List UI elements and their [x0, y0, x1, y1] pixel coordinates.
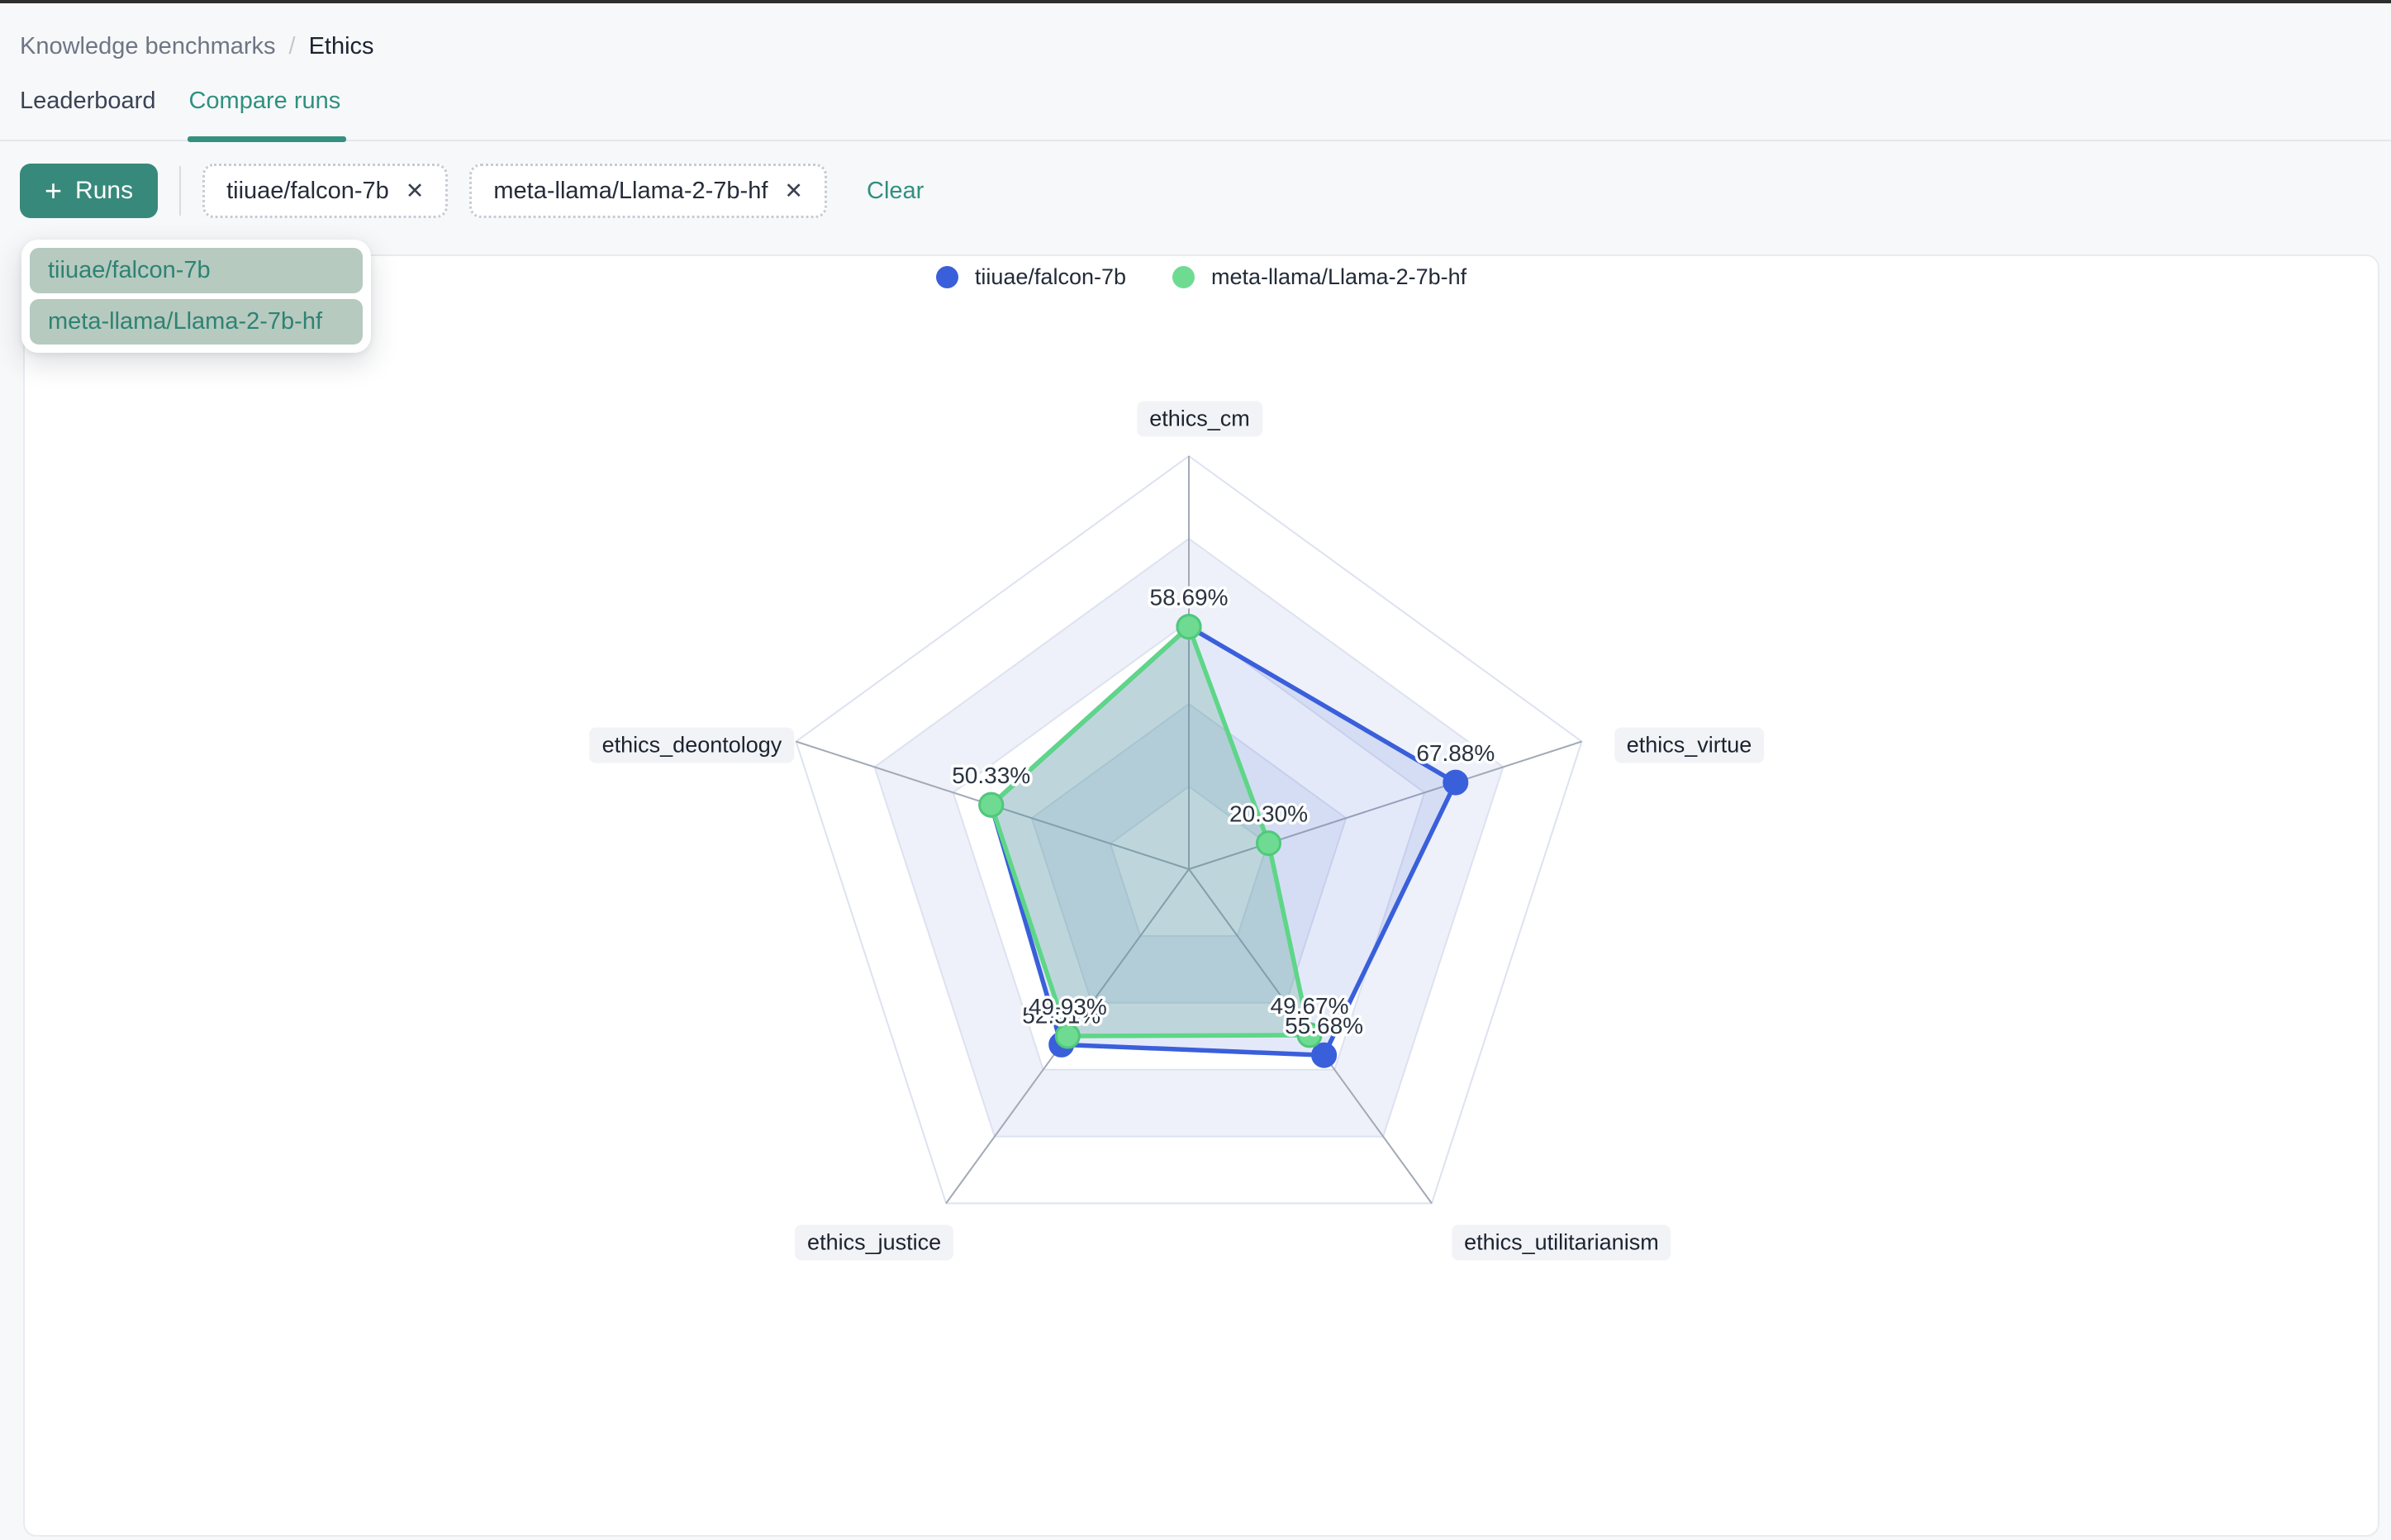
run-chip-label: meta-llama/Llama-2-7b-hf [493, 177, 768, 204]
axis-label-ethics_utilitarianism: ethics_utilitarianism [1452, 1224, 1671, 1260]
plus-icon: + [45, 173, 63, 207]
svg-text:58.69%: 58.69% [1150, 585, 1229, 611]
legend-dot-green [1172, 266, 1195, 288]
svg-text:58.69%: 58.69% [1150, 585, 1229, 611]
runs-dropdown: tiiuae/falcon-7b meta-llama/Llama-2-7b-h… [21, 240, 371, 353]
breadcrumb-current: Ethics [308, 33, 374, 59]
axis-label-ethics_deontology: ethics_deontology [589, 727, 795, 763]
legend-item-llama[interactable]: meta-llama/Llama-2-7b-hf [1172, 264, 1466, 290]
toolbar-divider [179, 166, 182, 216]
tab-compare-runs[interactable]: Compare runs [188, 88, 341, 114]
tab-leaderboard[interactable]: Leaderboard [20, 88, 156, 114]
axis-label-ethics_justice: ethics_justice [795, 1224, 954, 1260]
svg-text:52.51%: 52.51% [1022, 1002, 1100, 1028]
svg-text:67.88%: 67.88% [1416, 740, 1495, 766]
legend-label: meta-llama/Llama-2-7b-hf [1211, 264, 1467, 289]
window-top-border [0, 0, 2391, 3]
runs-toolbar: + Runs tiiuae/falcon-7b ✕ meta-llama/Lla… [20, 164, 924, 218]
add-runs-button-label: Runs [75, 177, 134, 204]
dropdown-item-llama[interactable]: meta-llama/Llama-2-7b-hf [30, 299, 363, 345]
close-icon[interactable]: ✕ [405, 178, 425, 203]
add-runs-button[interactable]: + Runs [20, 164, 159, 218]
breadcrumb-parent[interactable]: Knowledge benchmarks [20, 33, 276, 59]
run-chip-falcon[interactable]: tiiuae/falcon-7b ✕ [202, 164, 449, 218]
radar-chart: 58.69%67.88%55.68%52.51%50.33%58.69%20.3… [795, 454, 1583, 1205]
svg-text:50.33%: 50.33% [952, 763, 1030, 788]
close-icon[interactable]: ✕ [784, 178, 804, 203]
axis-label-ethics_cm: ethics_cm [1137, 401, 1262, 437]
run-chip-llama[interactable]: meta-llama/Llama-2-7b-hf ✕ [469, 164, 828, 218]
compare-runs-chart-card: tiiuae/falcon-7b meta-llama/Llama-2-7b-h… [23, 254, 2379, 1537]
svg-text:49.67%: 49.67% [1271, 993, 1349, 1019]
tabs-divider-line [0, 140, 2391, 141]
legend-dot-blue [935, 266, 958, 288]
svg-text:49.93%: 49.93% [1029, 994, 1107, 1020]
chart-legend: tiiuae/falcon-7b meta-llama/Llama-2-7b-h… [25, 264, 2378, 290]
legend-label: tiiuae/falcon-7b [974, 264, 1126, 289]
active-tab-underline [188, 136, 346, 142]
svg-text:20.30%: 20.30% [1229, 801, 1308, 827]
clear-runs-button[interactable]: Clear [867, 177, 925, 204]
breadcrumb: Knowledge benchmarks / Ethics [20, 33, 374, 60]
svg-text:55.68%: 55.68% [1285, 1013, 1363, 1039]
tab-bar: Leaderboard Compare runs [20, 88, 340, 138]
axis-label-ethics_virtue: ethics_virtue [1614, 727, 1765, 763]
svg-text:50.33%: 50.33% [952, 763, 1030, 788]
run-chip-label: tiiuae/falcon-7b [226, 177, 389, 204]
breadcrumb-separator: / [288, 33, 296, 59]
legend-item-falcon[interactable]: tiiuae/falcon-7b [935, 264, 1126, 290]
dropdown-item-falcon[interactable]: tiiuae/falcon-7b [30, 248, 363, 293]
